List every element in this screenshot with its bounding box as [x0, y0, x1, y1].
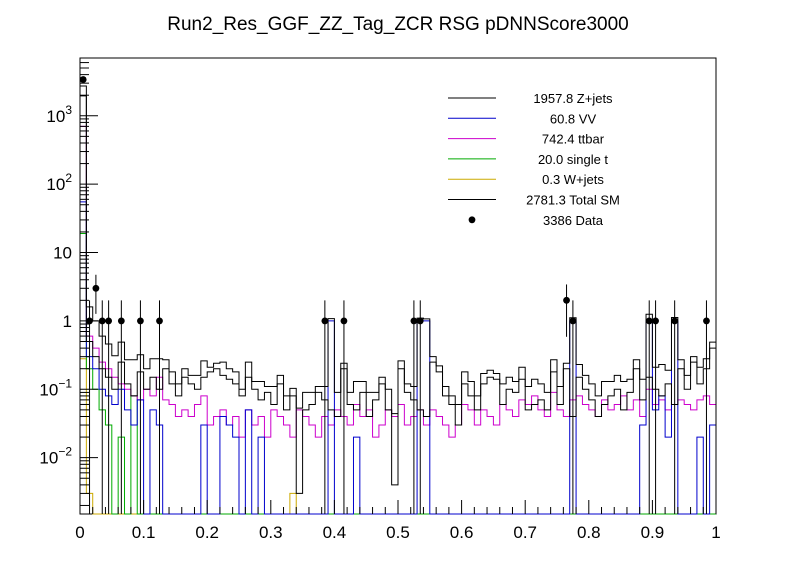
- legend-label: 2781.3 Total SM: [526, 193, 620, 208]
- data-marker: [703, 317, 710, 325]
- y-tick-base: 10: [53, 244, 72, 263]
- data-point-9: [340, 300, 348, 514]
- legend-label: 3386 Data: [543, 213, 604, 228]
- x-tick-label: 0.5: [386, 523, 410, 542]
- data-point-4: [105, 300, 113, 514]
- y-tick-base: 10: [46, 175, 65, 194]
- data-point-11: [416, 300, 424, 514]
- y-tick-label: 102: [46, 171, 72, 194]
- legend-entry-ttbar: 742.4 ttbar: [448, 132, 605, 147]
- data-point-10: [410, 300, 418, 514]
- y-tick-label: 10: [53, 244, 72, 263]
- data-point-5: [117, 300, 125, 514]
- series-total-sm: [79, 85, 717, 514]
- y-tick-exponent: −2: [58, 445, 72, 459]
- x-tick-label: 0.4: [323, 523, 347, 542]
- legend-entry-z-jets: 1957.8 Z+jets: [448, 91, 613, 106]
- y-tick-base: 10: [39, 449, 58, 468]
- x-tick-label: 0.8: [577, 523, 601, 542]
- data-marker: [117, 317, 125, 325]
- data-point-16: [671, 300, 679, 514]
- legend-entry-w-jets: 0.3 W+jets: [448, 172, 604, 187]
- legend-entry-single-t: 20.0 single t: [448, 152, 608, 167]
- series-vv: [79, 201, 717, 515]
- data-marker: [321, 317, 329, 325]
- legend-entry-vv: 60.8 VV: [448, 111, 596, 126]
- data-marker: [92, 284, 100, 292]
- x-tick-label: 1: [711, 523, 720, 542]
- y-tick-base: 1: [63, 312, 72, 331]
- axes-layer: 0 0.1 0.2 0.3 0.4 0.5 0.6 0.7 0.8 0.9 110−210−1110…: [39, 57, 721, 542]
- y-tick-label: 10−2: [39, 445, 72, 468]
- data-point-6: [137, 300, 144, 514]
- x-tick-label: 0.6: [450, 523, 474, 542]
- data-marker: [645, 317, 653, 325]
- legend: 1957.8 Z+jets 60.8 VV 742.4 ttbar 20.0 sing…: [448, 91, 620, 228]
- legend-label: 20.0 single t: [538, 152, 608, 167]
- legend-label: 60.8 VV: [550, 111, 597, 126]
- data-marker: [156, 317, 163, 325]
- data-point-17: [703, 300, 710, 514]
- data-point-3: [98, 300, 106, 514]
- series-layer: [79, 85, 717, 515]
- data-marker: [569, 317, 577, 325]
- x-tick-label: 0.1: [132, 523, 156, 542]
- x-tick-label: 0.7: [513, 523, 537, 542]
- data-marker: [410, 317, 418, 325]
- data-point-13: [569, 300, 577, 514]
- legend-entry-total-sm: 2781.3 Total SM: [448, 193, 620, 208]
- y-tick-label: 10−1: [39, 376, 72, 399]
- data-marker: [563, 296, 570, 304]
- data-marker: [137, 317, 144, 325]
- x-tick-label: 0: [75, 523, 84, 542]
- data-point-14: [645, 300, 653, 514]
- data-point-0: [79, 76, 87, 83]
- data-point-2: [92, 274, 100, 314]
- x-tick-label: 0.9: [641, 523, 665, 542]
- legend-entry-data: 3386 Data: [468, 213, 604, 228]
- x-tick-label: 0.2: [195, 523, 219, 542]
- data-point-8: [321, 300, 329, 514]
- data-marker: [340, 317, 348, 325]
- y-tick-exponent: −1: [58, 376, 72, 390]
- y-tick-exponent: 3: [65, 103, 72, 117]
- data-marker: [105, 317, 113, 325]
- legend-label: 1957.8 Z+jets: [533, 91, 613, 106]
- data-point-7: [156, 300, 163, 514]
- y-tick-base: 10: [39, 380, 58, 399]
- chart-title: Run2_Res_GGF_ZZ_Tag_ZCR RSG pDNNScore300…: [167, 14, 628, 35]
- data-marker: [79, 76, 87, 83]
- data-marker: [98, 317, 106, 325]
- data-marker: [652, 317, 659, 325]
- data-point-15: [652, 300, 659, 514]
- y-tick-label: 103: [46, 103, 72, 126]
- y-tick-base: 10: [46, 107, 65, 126]
- series-z-jets: [79, 95, 717, 514]
- data-marker: [416, 317, 424, 325]
- legend-marker: [468, 216, 476, 224]
- legend-label: 0.3 W+jets: [542, 172, 604, 187]
- x-tick-label: 0.3: [259, 523, 283, 542]
- y-tick-exponent: 2: [65, 171, 72, 185]
- legend-label: 742.4 ttbar: [542, 132, 605, 147]
- data-point-12: [563, 284, 570, 337]
- y-tick-label: 1: [63, 312, 72, 331]
- data-marker: [671, 317, 679, 325]
